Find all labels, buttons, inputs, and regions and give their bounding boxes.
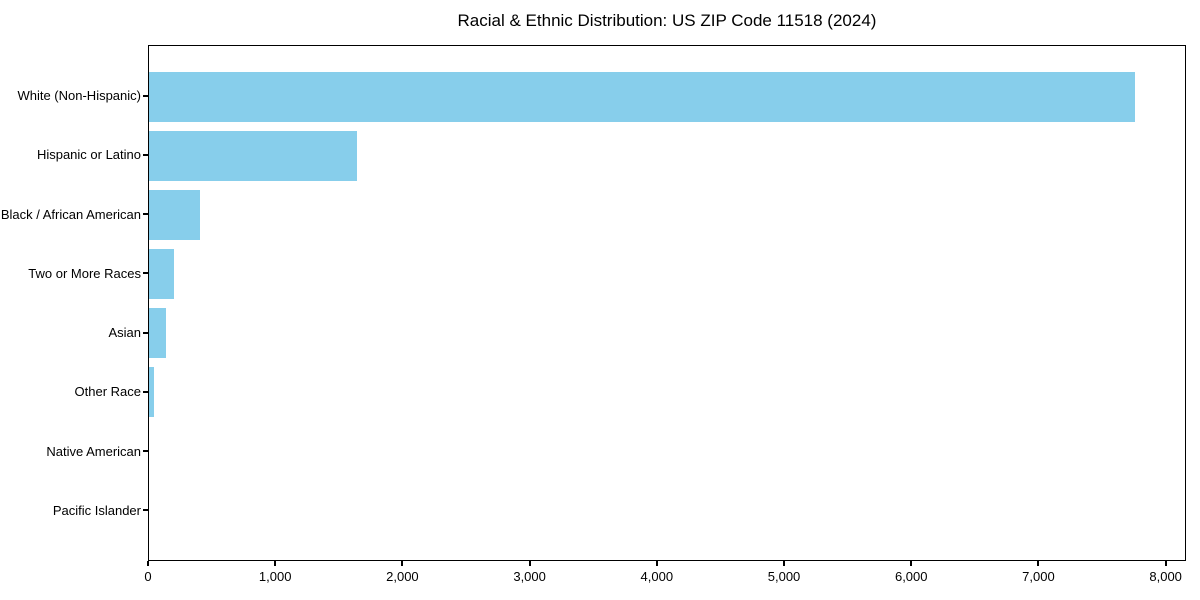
category-label: Asian [108,325,141,341]
y-axis-labels: White (Non-Hispanic) Hispanic or Latino Bl… [0,45,141,561]
y-label-cell: White (Non-Hispanic) [0,66,141,125]
category-label: Two or More Races [28,265,141,281]
y-label-cell: Asian [0,303,141,362]
y-tick [143,272,148,275]
bar [149,189,200,240]
chart-title: Racial & Ethnic Distribution: US ZIP Cod… [457,11,877,30]
plot-area [148,45,1186,561]
category-label: Black / African American [0,206,141,222]
bar-row [149,67,1185,126]
category-label: Other Race [74,384,141,400]
x-tick [528,561,531,566]
x-tick-label: 4,000 [640,569,674,584]
bar [149,71,1136,122]
category-label: Native American [46,443,141,459]
y-tick-cell [143,185,148,244]
bar-row [149,303,1185,362]
y-tick [143,390,148,393]
x-tick [910,561,913,566]
x-tick [655,561,658,566]
y-tick [143,153,148,156]
x-tick [1037,561,1040,566]
y-tick [143,509,148,512]
x-tick [1164,561,1167,566]
x-tick-label: 1,000 [258,569,292,584]
y-tick-cell [143,66,148,125]
bar [149,366,155,417]
x-tick-label: 2,000 [386,569,419,584]
y-label-cell: Native American [0,422,141,481]
bar-row [149,421,1185,480]
y-tick-cell [143,362,148,421]
bar [149,307,167,358]
y-tick-cell [143,303,148,362]
y-tick-cell [143,125,148,184]
category-label: Pacific Islander [52,502,141,518]
bar [149,130,358,181]
x-tick [274,561,277,566]
bar-row [149,244,1185,303]
bars-container [149,46,1185,560]
y-label-cell: Pacific Islander [0,481,141,540]
y-label-cell: Other Race [0,362,141,421]
y-tick [143,213,148,216]
y-tick-cell [143,244,148,303]
y-label-cell: Hispanic or Latino [0,125,141,184]
bar-row [149,185,1185,244]
bar-row [149,362,1185,421]
x-axis: 0 1,000 2,000 3,000 4,000 5,000 6,000 7,000 8,00… [144,560,1186,596]
bar-row [149,480,1185,539]
y-axis-ticks [143,45,148,561]
x-tick-label: 0 [144,569,152,584]
y-tick [143,331,148,334]
x-tick-label: 3,000 [513,569,546,584]
category-label: Hispanic or Latino [36,147,141,163]
x-tick-label: 5,000 [767,569,801,584]
y-tick-cell [143,422,148,481]
category-label: White (Non-Hispanic) [17,88,141,104]
y-tick [143,450,148,453]
x-tick [783,561,786,566]
bar [149,248,174,299]
y-label-cell: Two or More Races [0,244,141,303]
x-tick-label: 6,000 [894,569,928,584]
y-tick-cell [143,481,148,540]
x-tick [401,561,404,566]
y-tick [143,94,148,97]
y-label-cell: Black / African American [0,185,141,244]
bar-row [149,126,1185,185]
x-tick-label: 7,000 [1022,569,1055,584]
x-tick-label: 8,000 [1149,569,1182,584]
x-tick [147,561,149,566]
